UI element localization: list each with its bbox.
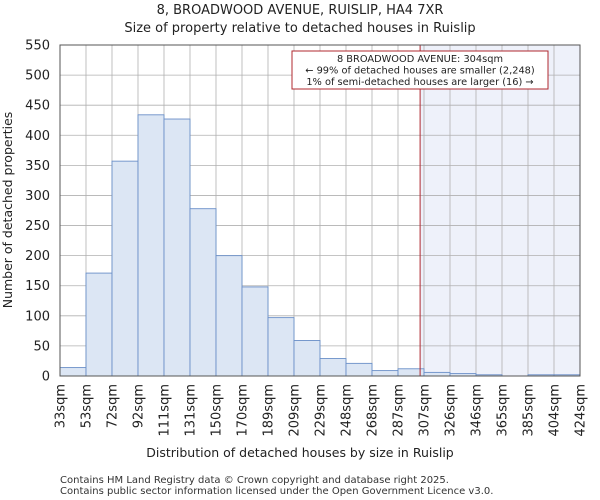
histogram-bar	[163, 118, 191, 377]
y-tick-label: 300	[25, 189, 50, 204]
histogram-bar	[267, 317, 295, 377]
x-tick-label: 424sqm	[574, 384, 589, 437]
plot-area: 0 50 100 150 200 250 300 350 400 450 500 550 33sqm 53…	[25, 39, 588, 437]
histogram-bar	[319, 358, 347, 377]
x-tick-label: 53sqm	[80, 384, 95, 428]
histogram-bar	[215, 255, 243, 377]
x-tick-label: 248sqm	[340, 384, 355, 437]
annotation-line-2: ← 99% of detached houses are smaller (2,…	[305, 66, 535, 77]
x-tick-label: 111sqm	[158, 384, 173, 437]
x-tick-label: 287sqm	[392, 384, 407, 437]
y-tick-label: 100	[25, 309, 50, 324]
plot-frame	[59, 44, 581, 377]
x-tick-label: 92sqm	[132, 384, 147, 428]
x-tick-label: 189sqm	[262, 384, 277, 437]
x-tick-label: 326sqm	[444, 384, 459, 437]
histogram-bar	[137, 114, 165, 377]
histogram-bar	[345, 362, 373, 377]
footer-line-2: Contains public sector information licen…	[60, 486, 493, 497]
y-tick-label: 250	[25, 219, 50, 234]
x-tick-label: 307sqm	[418, 384, 433, 437]
histogram-bar	[241, 286, 269, 377]
annotation-box	[291, 50, 549, 90]
x-tick-label: 365sqm	[496, 384, 511, 437]
y-tick-label: 450	[25, 99, 50, 114]
histogram-bar	[111, 160, 139, 377]
x-axis-label: Distribution of detached houses by size …	[146, 445, 454, 460]
y-tick-label: 550	[25, 39, 50, 54]
annotation-line-3: 1% of semi-detached houses are larger (1…	[306, 77, 533, 88]
chart-title: 8, BROADWOOD AVENUE, RUISLIP, HA4 7XR	[157, 3, 444, 18]
histogram-bar	[423, 371, 451, 377]
x-tick-label: 72sqm	[106, 384, 121, 428]
x-tick-label: 170sqm	[236, 384, 251, 437]
x-tick-label: 209sqm	[288, 384, 303, 437]
histogram-bar	[85, 272, 113, 377]
y-tick-label: 500	[25, 69, 50, 84]
y-tick-label: 200	[25, 249, 50, 264]
y-tick-label: 150	[25, 279, 50, 294]
x-tick-label: 268sqm	[366, 384, 381, 437]
footer-line-1: Contains HM Land Registry data © Crown c…	[60, 475, 449, 486]
x-tick-label: 346sqm	[470, 384, 485, 437]
histogram-bar	[371, 370, 399, 377]
x-tick-label: 229sqm	[314, 384, 329, 437]
histogram-bar	[189, 208, 217, 377]
y-tick-label: 350	[25, 159, 50, 174]
x-tick-label: 33sqm	[54, 384, 69, 428]
y-tick-label: 50	[33, 339, 50, 354]
y-tick-label: 0	[42, 370, 50, 385]
x-tick-label: 385sqm	[522, 384, 537, 437]
x-tick-label: 150sqm	[210, 384, 225, 437]
histogram-bar	[293, 340, 321, 377]
y-tick-label: 400	[25, 129, 50, 144]
x-tick-label: 131sqm	[184, 384, 199, 437]
larger-region-shade	[420, 45, 580, 376]
y-axis-label: Number of detached properties	[0, 112, 15, 309]
chart-subtitle: Size of property relative to detached ho…	[124, 21, 475, 36]
annotation-line-1: 8 BROADWOOD AVENUE: 304sqm	[337, 54, 503, 65]
histogram-bar	[59, 367, 87, 377]
x-tick-label: 404sqm	[548, 384, 563, 437]
